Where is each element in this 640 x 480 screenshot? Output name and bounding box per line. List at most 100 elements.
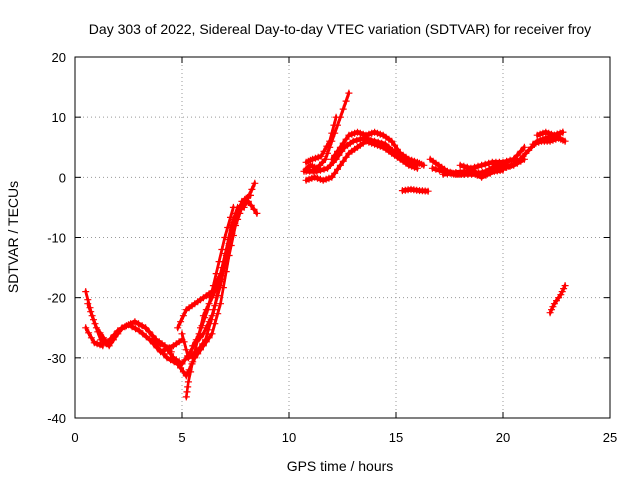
data-point (432, 165, 440, 173)
data-point (560, 285, 568, 293)
data-point (187, 368, 195, 376)
data-point (557, 291, 565, 299)
x-tick-label: 10 (282, 430, 296, 445)
x-tick-label: 25 (603, 430, 617, 445)
data-point (378, 139, 386, 147)
data-point (558, 288, 566, 296)
data-point (219, 272, 227, 280)
data-point (225, 242, 233, 249)
data-point (328, 173, 336, 181)
chart-title: Day 303 of 2022, Sidereal Day-to-day VTE… (89, 21, 591, 37)
data-point (179, 368, 187, 376)
data-point (142, 333, 150, 341)
data-point (561, 282, 569, 290)
data-point (474, 162, 482, 170)
data-point (342, 135, 350, 143)
data-point (164, 346, 172, 354)
data-point (388, 137, 396, 145)
data-point (428, 164, 436, 172)
data-point (247, 201, 255, 209)
data-point (388, 146, 396, 154)
data-point (549, 303, 557, 311)
data-point (339, 139, 347, 147)
data-point (235, 205, 243, 213)
data-point (214, 292, 222, 300)
data-point (114, 327, 122, 335)
data-point (334, 165, 341, 173)
data-point (331, 151, 339, 159)
data-point (202, 324, 210, 332)
data-point (221, 262, 229, 270)
data-point (465, 167, 473, 175)
data-point (157, 340, 165, 348)
series-track-3 (82, 324, 107, 350)
data-point (561, 137, 569, 145)
data-point (189, 342, 197, 350)
data-point (520, 143, 528, 151)
data-point (179, 312, 187, 320)
data-series (82, 89, 569, 401)
data-point (189, 358, 197, 366)
data-point (331, 169, 339, 177)
data-point (323, 142, 331, 150)
data-point (82, 288, 90, 296)
data-point (336, 143, 344, 151)
data-point (161, 342, 169, 350)
series-line (185, 183, 256, 400)
data-point (336, 161, 344, 169)
data-point (473, 171, 481, 179)
data-point (156, 346, 164, 354)
data-point (139, 330, 147, 338)
data-point (85, 329, 93, 337)
data-point (90, 316, 97, 324)
data-point (121, 323, 129, 331)
data-point (499, 158, 507, 166)
data-point (84, 300, 92, 308)
data-point (100, 334, 107, 342)
data-point (251, 179, 259, 187)
data-point (326, 137, 334, 145)
x-axis-label: GPS time / hours (287, 458, 394, 474)
data-point (178, 360, 186, 368)
data-point (182, 346, 190, 354)
data-point (152, 338, 160, 346)
series-line (401, 189, 430, 194)
data-point (208, 330, 216, 338)
data-point (92, 324, 100, 332)
data-point (229, 222, 237, 229)
data-point (131, 318, 139, 326)
data-point (199, 330, 207, 338)
data-point (211, 320, 219, 328)
data-point (196, 344, 204, 352)
data-point (217, 300, 224, 308)
data-point (328, 155, 336, 163)
data-point (478, 173, 486, 181)
data-point (481, 160, 489, 168)
data-point (160, 350, 167, 358)
data-point (317, 152, 325, 160)
data-point (248, 185, 256, 193)
data-point (349, 137, 357, 145)
data-point (420, 161, 428, 169)
data-point (353, 136, 361, 144)
data-point (393, 145, 401, 153)
data-point (145, 328, 153, 336)
data-point (142, 324, 150, 332)
data-point (367, 136, 375, 144)
data-point (485, 159, 493, 167)
data-point (471, 163, 478, 171)
data-point (456, 161, 464, 169)
data-point (482, 171, 490, 179)
data-point (503, 157, 511, 165)
data-point (182, 393, 190, 401)
data-point (205, 300, 213, 308)
data-point (513, 151, 521, 159)
y-tick-label: -10 (47, 231, 66, 246)
data-point (99, 342, 107, 350)
data-point (356, 135, 364, 143)
data-point (107, 335, 115, 343)
y-tick-label: 20 (52, 50, 66, 65)
y-axis-label: SDTVAR / TECUs (5, 181, 21, 293)
series-track-19 (439, 166, 507, 181)
